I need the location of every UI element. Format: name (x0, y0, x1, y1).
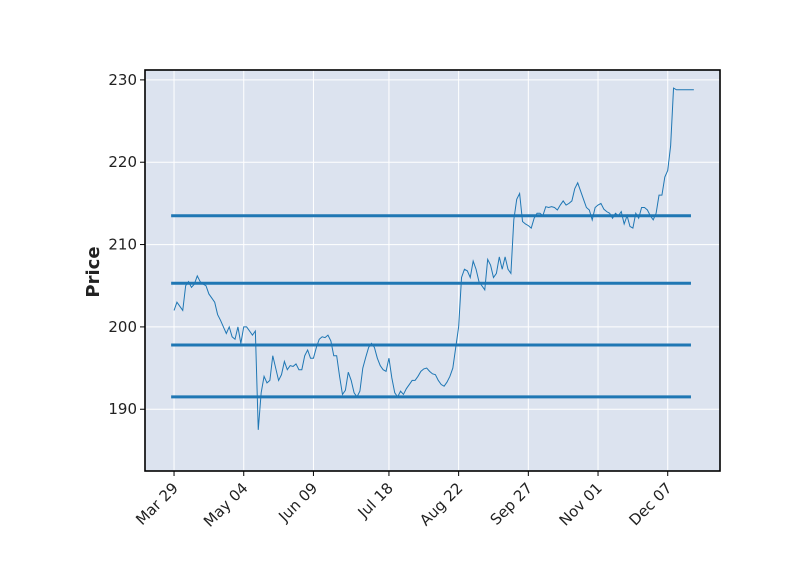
price-line (173, 87, 694, 430)
y-tick-label: 220 (108, 153, 137, 171)
x-tick-label: Jul 18 (354, 479, 397, 522)
y-axis: 190 200 210 220 230 (108, 71, 145, 418)
x-tick-label: Sep 27 (487, 479, 537, 529)
x-tick-label: Dec 07 (625, 479, 675, 529)
plot-background (145, 70, 720, 471)
x-tick-label: Nov 01 (556, 479, 606, 529)
grid (145, 70, 720, 471)
x-tick-label: Jun 09 (274, 479, 321, 526)
x-axis: Mar 29 May 04 Jun 09 Jul 18 Aug 22 Sep 27 Nov … (132, 471, 676, 531)
y-tick-label: 230 (108, 71, 137, 89)
x-tick-label: Mar 29 (132, 479, 182, 529)
y-axis-label: Price (83, 246, 104, 297)
y-tick-label: 200 (108, 318, 137, 336)
plot-frame (144, 69, 721, 472)
x-tick-label: May 04 (200, 479, 252, 531)
y-tick-label: 210 (108, 236, 137, 254)
y-tick-label: 190 (108, 400, 137, 418)
x-tick-label: Aug 22 (416, 479, 466, 529)
